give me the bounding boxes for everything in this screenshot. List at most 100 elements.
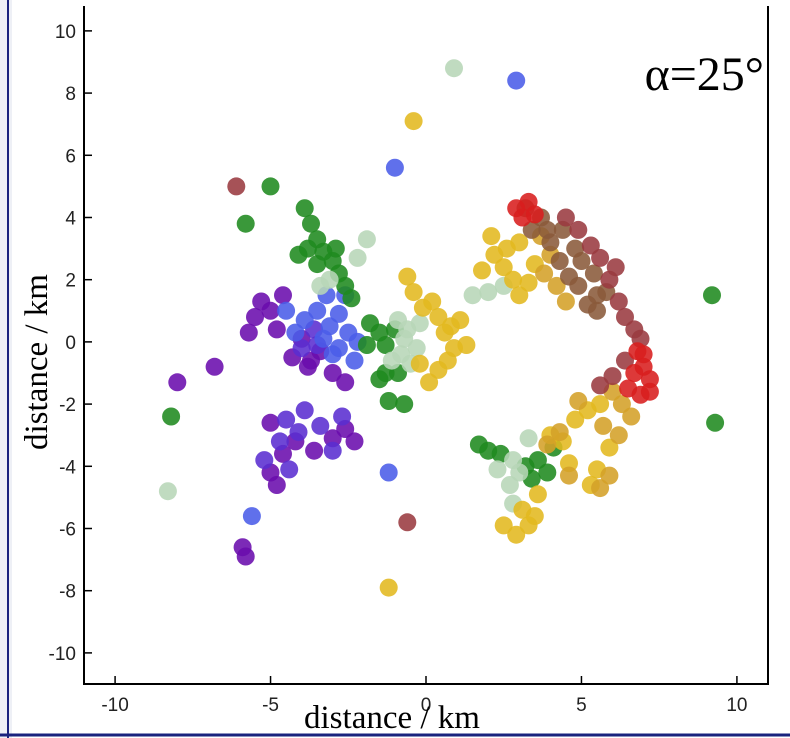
data-point <box>277 410 296 429</box>
data-point <box>305 441 324 460</box>
y-tick-label: -8 <box>59 582 76 603</box>
series-maroon <box>227 177 650 532</box>
data-point <box>594 416 613 435</box>
data-point <box>286 323 305 342</box>
data-point <box>603 367 622 386</box>
data-point <box>239 323 258 342</box>
data-point <box>550 423 569 442</box>
data-point <box>612 395 631 414</box>
data-point <box>535 264 554 283</box>
series-blue <box>277 286 367 370</box>
data-point <box>494 258 513 277</box>
data-point <box>255 451 274 470</box>
data-point <box>289 423 308 442</box>
data-point <box>314 329 333 348</box>
data-point <box>295 401 314 420</box>
data-point <box>323 441 342 460</box>
data-point <box>348 248 367 267</box>
data-point <box>588 301 606 320</box>
data-point <box>606 258 625 277</box>
data-point <box>379 392 398 410</box>
data-point <box>640 370 659 389</box>
data-point <box>410 314 429 333</box>
data-point <box>261 301 280 320</box>
data-point <box>522 220 541 239</box>
y-tick-label: 4 <box>65 208 76 229</box>
data-point <box>584 264 603 283</box>
data-point <box>569 392 588 410</box>
y-tick-label: 6 <box>65 146 76 167</box>
y-axis: 10 8 6 4 2 0 -2 -4 -6 -8 -10 <box>49 22 92 665</box>
data-point <box>528 485 547 504</box>
data-point <box>600 466 619 485</box>
data-point <box>591 479 610 498</box>
data-point <box>382 351 401 370</box>
data-point <box>528 451 547 470</box>
x-tick-label: 10 <box>726 695 747 716</box>
data-point <box>619 379 638 398</box>
data-point <box>550 252 569 270</box>
series-red <box>507 192 659 404</box>
data-point <box>706 413 725 432</box>
data-point <box>507 525 526 544</box>
data-point <box>513 208 532 227</box>
data-point <box>445 59 463 78</box>
x-tick-label: -10 <box>101 695 128 716</box>
data-point <box>591 395 610 414</box>
data-point <box>261 413 280 432</box>
window-frame-left <box>0 0 12 738</box>
data-point <box>581 236 600 255</box>
data-point <box>519 429 538 448</box>
data-point <box>407 339 426 358</box>
x-tick-label: -5 <box>262 695 279 716</box>
data-point <box>463 286 482 305</box>
data-point <box>280 460 299 479</box>
data-point <box>609 292 628 311</box>
data-point <box>236 547 255 566</box>
data-point <box>510 286 529 305</box>
data-point <box>473 261 491 280</box>
data-point <box>556 208 575 227</box>
data-point <box>600 438 619 457</box>
data-point <box>205 357 224 376</box>
data-point <box>242 507 261 526</box>
data-point <box>357 230 376 249</box>
data-marks <box>158 59 725 597</box>
data-point <box>547 276 566 295</box>
data-point <box>410 354 429 373</box>
data-point <box>404 283 423 302</box>
data-point <box>376 336 395 354</box>
data-point <box>267 476 286 494</box>
data-point <box>488 460 507 479</box>
data-point <box>591 376 610 395</box>
data-point <box>357 336 376 354</box>
data-point <box>267 320 286 339</box>
data-point <box>507 71 526 90</box>
data-point <box>292 339 311 358</box>
data-point <box>519 273 538 292</box>
data-point <box>616 351 634 370</box>
data-point <box>420 373 439 392</box>
data-point <box>302 214 320 233</box>
y-tick-label: -2 <box>59 395 76 416</box>
data-point <box>451 311 470 330</box>
data-point <box>634 345 653 364</box>
y-tick-label: 0 <box>65 333 76 354</box>
data-point <box>429 308 448 326</box>
data-point <box>538 435 557 454</box>
data-point <box>227 177 246 196</box>
data-point <box>569 220 588 239</box>
x-axis: -10 -5 0 5 10 <box>101 676 747 716</box>
data-point <box>326 239 345 258</box>
data-point <box>566 239 585 258</box>
data-point <box>616 308 634 326</box>
data-point <box>295 199 314 218</box>
y-tick-label: 2 <box>65 271 76 292</box>
data-point <box>320 270 339 289</box>
data-point <box>398 267 417 286</box>
x-axis-title: distance / km <box>304 700 480 736</box>
data-point <box>609 426 628 445</box>
y-tick-label: -4 <box>59 457 76 478</box>
data-point <box>591 248 610 267</box>
